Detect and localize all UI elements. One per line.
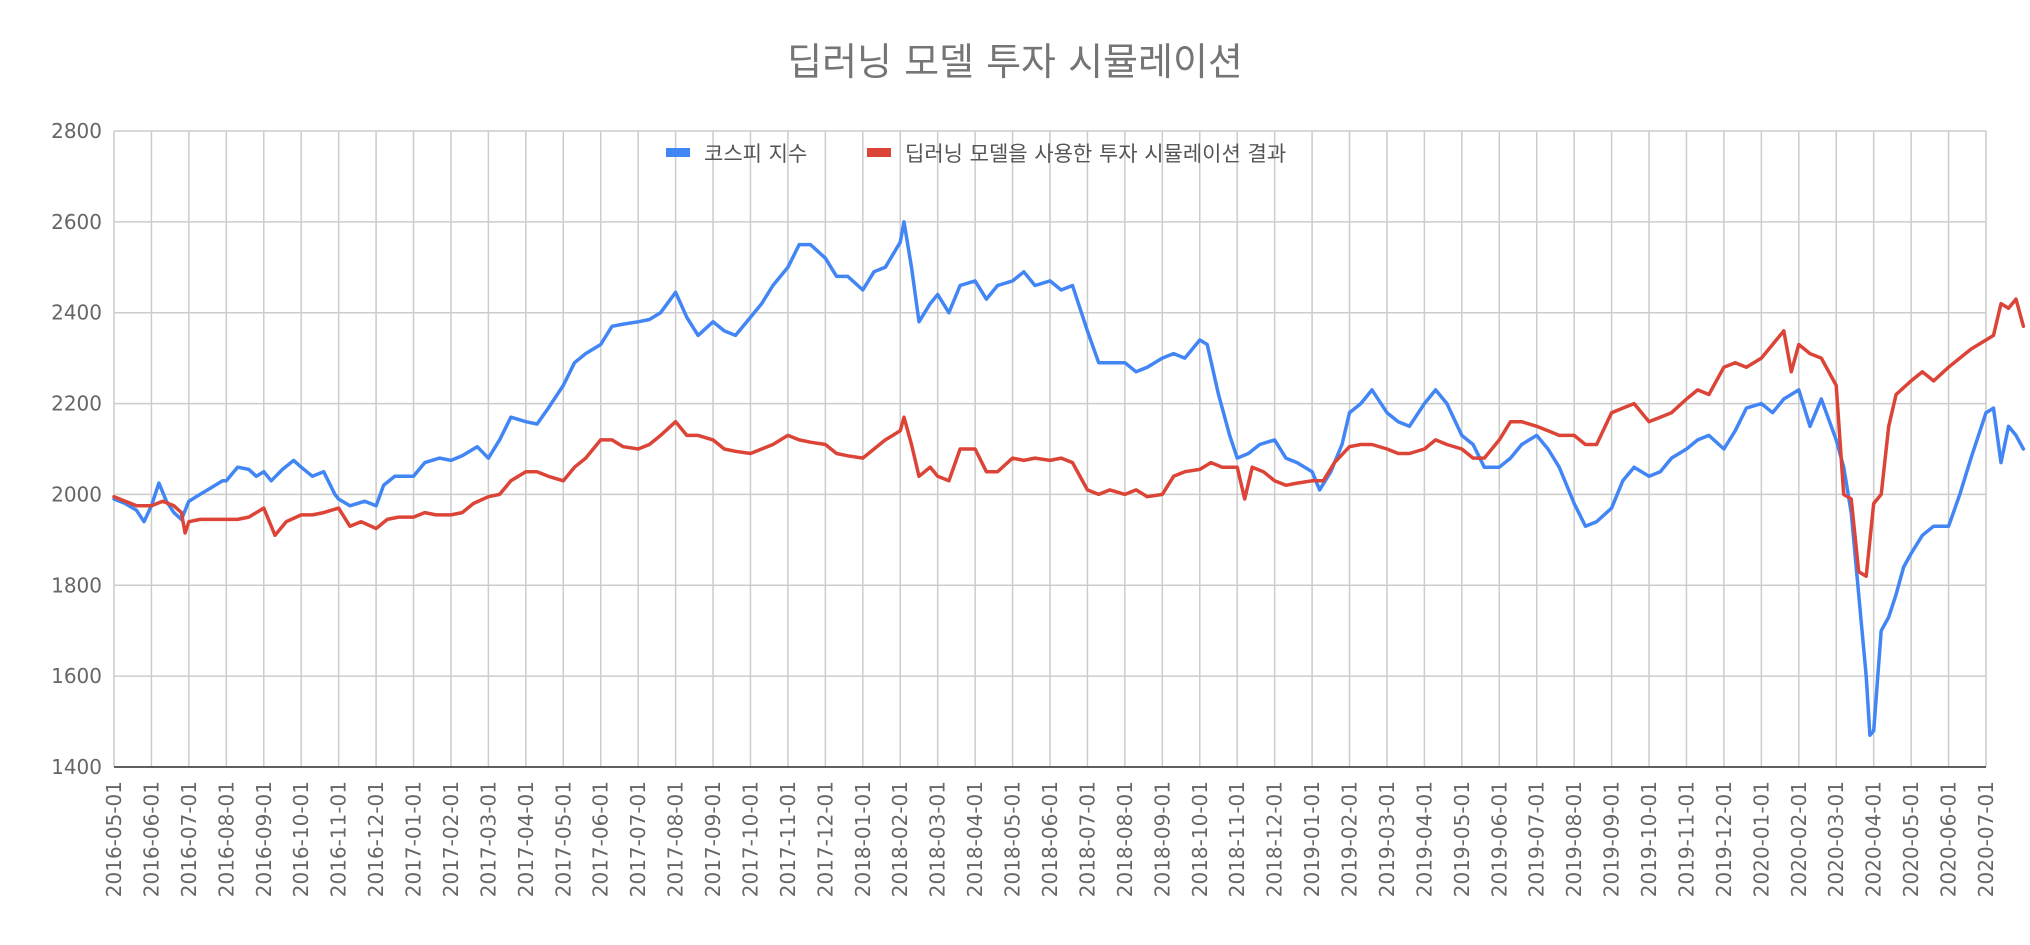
- x-tick-label: 2018-11-01: [1225, 781, 1249, 897]
- series-lines: [112, 220, 2026, 737]
- x-tick-label: 2018-04-01: [963, 781, 987, 897]
- x-tick-label: 2020-06-01: [1937, 781, 1961, 897]
- y-axis-tick-labels: 1400 1600 1800 2000 2200 2400 2600 2800: [51, 119, 102, 779]
- x-tick-label: 2019-09-01: [1600, 781, 1624, 897]
- x-tick-label: 2018-06-01: [1038, 781, 1062, 897]
- y-tick-label: 2400: [51, 301, 102, 325]
- x-tick-label: 2020-02-01: [1787, 781, 1811, 897]
- y-tick-label: 2600: [51, 210, 102, 234]
- x-tick-label: 2017-05-01: [551, 781, 575, 897]
- y-tick-label: 1600: [51, 664, 102, 688]
- y-tick-label: 1800: [51, 573, 102, 597]
- x-tick-label: 2019-08-01: [1562, 781, 1586, 897]
- x-tick-label: 2017-07-01: [626, 781, 650, 897]
- x-tick-label: 2018-05-01: [1001, 781, 1025, 897]
- x-tick-label: 2017-10-01: [738, 781, 762, 897]
- legend: 코스피 지수 딥러닝 모델을 사용한 투자 시뮬레이션 결과: [666, 142, 1286, 166]
- x-tick-label: 2019-06-01: [1487, 781, 1511, 897]
- legend-swatch: [867, 148, 891, 157]
- x-tick-label: 2017-04-01: [514, 781, 538, 897]
- legend-label: 코스피 지수: [704, 142, 807, 166]
- y-tick-label: 1400: [51, 755, 102, 779]
- x-tick-label: 2020-01-01: [1749, 781, 1773, 897]
- x-tick-label: 2019-01-01: [1300, 781, 1324, 897]
- series-line-kospi: [112, 220, 2026, 737]
- x-tick-label: 2018-07-01: [1075, 781, 1099, 897]
- x-tick-label: 2018-12-01: [1263, 781, 1287, 897]
- x-tick-label: 2017-08-01: [664, 781, 688, 897]
- y-tick-label: 2800: [51, 119, 102, 143]
- x-tick-label: 2018-10-01: [1188, 781, 1212, 897]
- x-tick-label: 2018-09-01: [1150, 781, 1174, 897]
- x-tick-label: 2019-10-01: [1637, 781, 1661, 897]
- x-tick-label: 2019-03-01: [1375, 781, 1399, 897]
- x-tick-label: 2016-07-01: [177, 781, 201, 897]
- x-tick-label: 2020-05-01: [1899, 781, 1923, 897]
- x-tick-label: 2017-09-01: [701, 781, 725, 897]
- legend-label: 딥러닝 모델을 사용한 투자 시뮬레이션 결과: [905, 142, 1286, 166]
- x-tick-label: 2016-12-01: [364, 781, 388, 897]
- x-tick-label: 2016-06-01: [139, 781, 163, 897]
- x-tick-label: 2019-04-01: [1412, 781, 1436, 897]
- y-tick-label: 2200: [51, 392, 102, 416]
- x-tick-label: 2017-01-01: [402, 781, 426, 897]
- series-line-model: [112, 297, 2026, 578]
- x-tick-label: 2017-11-01: [776, 781, 800, 897]
- x-tick-label: 2017-06-01: [589, 781, 613, 897]
- x-tick-label: 2020-04-01: [1862, 781, 1886, 897]
- x-tick-label: 2018-08-01: [1113, 781, 1137, 897]
- x-tick-label: 2018-03-01: [926, 781, 950, 897]
- x-tick-label: 2016-09-01: [252, 781, 276, 897]
- x-tick-label: 2019-02-01: [1338, 781, 1362, 897]
- x-tick-label: 2018-01-01: [851, 781, 875, 897]
- x-tick-label: 2020-07-01: [1974, 781, 1998, 897]
- x-tick-label: 2017-02-01: [439, 781, 463, 897]
- x-tick-label: 2020-03-01: [1824, 781, 1848, 897]
- x-tick-label: 2016-05-01: [102, 781, 126, 897]
- x-tick-label: 2016-11-01: [327, 781, 351, 897]
- x-axis-tick-labels: 2016-05-01 2016-06-01 2016-07-01 2016-08-01…: [102, 781, 1998, 897]
- x-tick-label: 2017-03-01: [476, 781, 500, 897]
- x-tick-label: 2016-10-01: [289, 781, 313, 897]
- y-tick-label: 2000: [51, 482, 102, 506]
- x-tick-label: 2016-08-01: [214, 781, 238, 897]
- x-tick-label: 2017-12-01: [813, 781, 837, 897]
- x-tick-label: 2019-05-01: [1450, 781, 1474, 897]
- grid-lines: [113, 130, 1987, 768]
- chart-title: 딥러닝 모델 투자 시뮬레이션: [787, 40, 1243, 84]
- x-tick-label: 2019-12-01: [1712, 781, 1736, 897]
- x-tick-label: 2019-07-01: [1525, 781, 1549, 897]
- x-tick-label: 2019-11-01: [1674, 781, 1698, 897]
- x-tick-label: 2018-02-01: [888, 781, 912, 897]
- legend-swatch: [666, 148, 690, 157]
